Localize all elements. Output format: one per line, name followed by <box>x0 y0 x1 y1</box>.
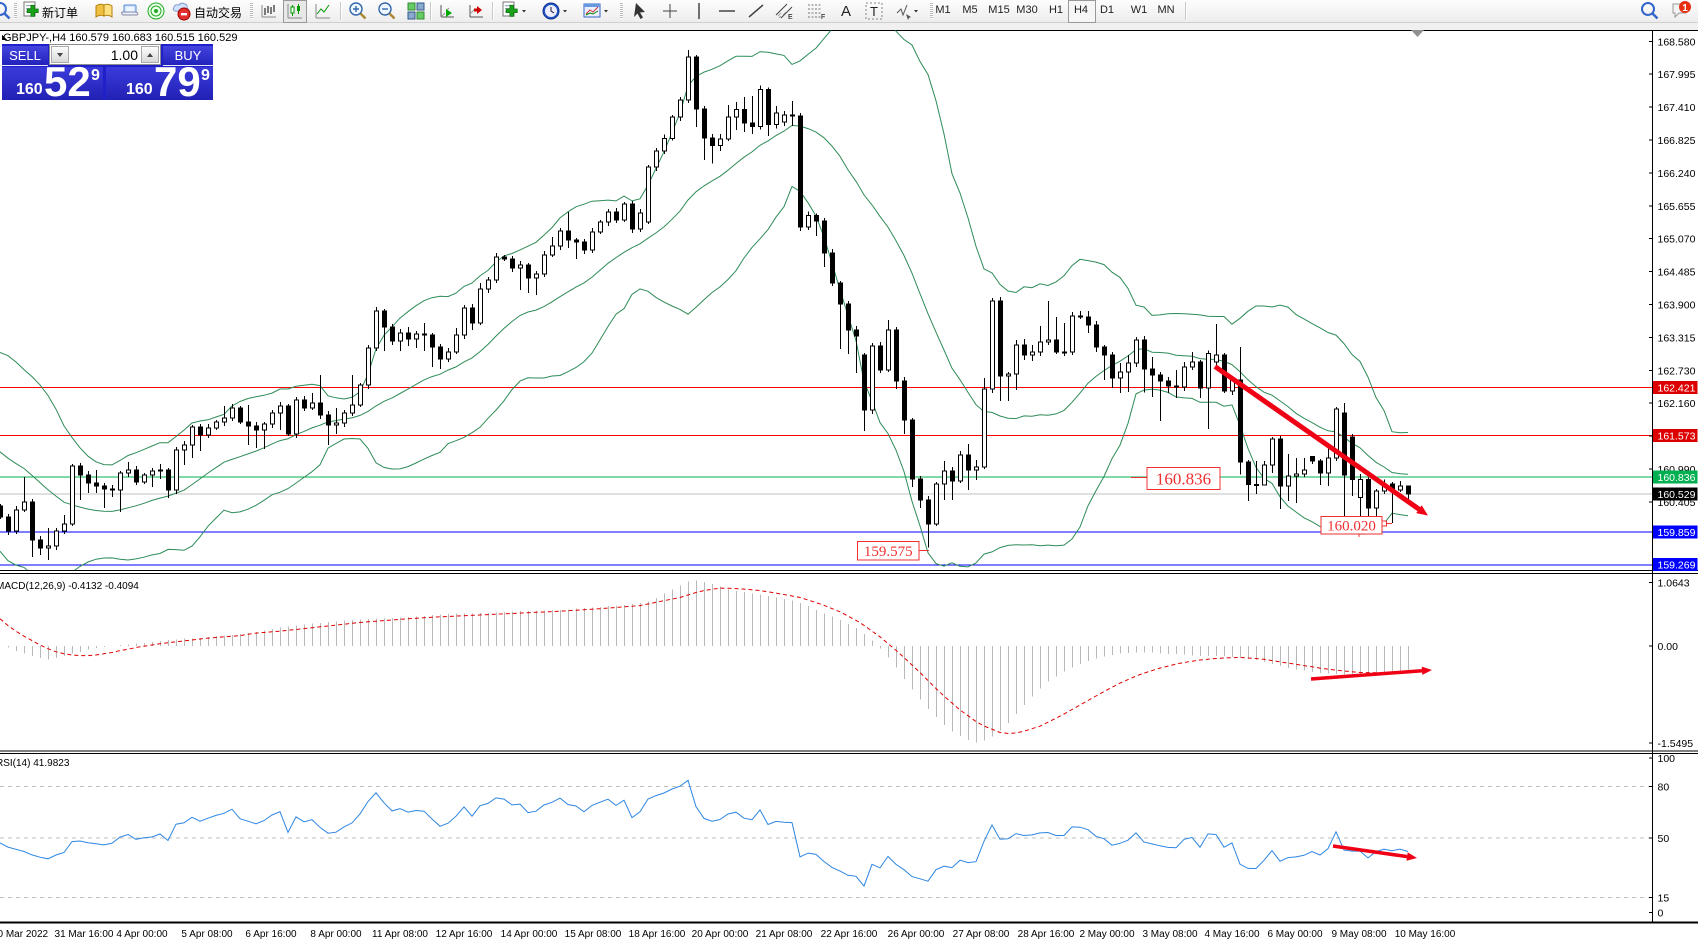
svg-text:1: 1 <box>1682 3 1688 14</box>
svg-text:162.730: 162.730 <box>1658 365 1696 377</box>
svg-text:160.836: 160.836 <box>1658 472 1696 484</box>
svg-text:5 Apr 08:00: 5 Apr 08:00 <box>181 929 233 940</box>
svg-text:6 Apr 16:00: 6 Apr 16:00 <box>245 929 297 940</box>
svg-text:21 Apr 08:00: 21 Apr 08:00 <box>756 929 813 940</box>
svg-text:11 Apr 08:00: 11 Apr 08:00 <box>372 929 428 940</box>
svg-text:163.315: 163.315 <box>1658 332 1696 344</box>
svg-text:167.410: 167.410 <box>1658 102 1696 114</box>
svg-text:100: 100 <box>1658 753 1676 765</box>
svg-text:15 Apr 08:00: 15 Apr 08:00 <box>565 929 622 940</box>
svg-text:-1.5495: -1.5495 <box>1658 738 1694 750</box>
svg-text:160.836: 160.836 <box>1156 470 1211 489</box>
svg-text:166.825: 166.825 <box>1658 135 1696 147</box>
svg-text:50: 50 <box>1658 833 1670 845</box>
svg-text:GBPJPY-,H4 160.579 160.683 16: GBPJPY-,H4 160.579 160.683 160.515 160.5… <box>3 32 237 44</box>
svg-text:MACD(12,26,9) -0.4132 -0.4094: MACD(12,26,9) -0.4132 -0.4094 <box>0 581 139 592</box>
svg-text:159.269: 159.269 <box>1658 560 1696 572</box>
svg-text:161.573: 161.573 <box>1658 430 1696 442</box>
svg-text:0.00: 0.00 <box>1658 641 1679 653</box>
svg-text:163.900: 163.900 <box>1658 300 1696 312</box>
svg-text:14 Apr 00:00: 14 Apr 00:00 <box>501 929 558 940</box>
svg-text:26 Apr 00:00: 26 Apr 00:00 <box>888 929 945 940</box>
svg-text:168.580: 168.580 <box>1658 36 1696 48</box>
svg-text:3 May 08:00: 3 May 08:00 <box>1142 929 1197 940</box>
svg-text:164.485: 164.485 <box>1658 267 1696 279</box>
svg-text:E: E <box>788 14 793 21</box>
svg-text:30 Mar 2022: 30 Mar 2022 <box>0 929 49 940</box>
svg-text:18 Apr 16:00: 18 Apr 16:00 <box>629 929 686 940</box>
svg-text:27 Apr 08:00: 27 Apr 08:00 <box>953 929 1010 940</box>
svg-text:80: 80 <box>1658 782 1670 794</box>
svg-text:165.070: 165.070 <box>1658 234 1696 246</box>
svg-text:0: 0 <box>1658 907 1664 919</box>
svg-text:15: 15 <box>1658 893 1670 905</box>
svg-text:A: A <box>841 3 851 20</box>
svg-text:4 Apr 00:00: 4 Apr 00:00 <box>116 929 168 940</box>
svg-text:160.020: 160.020 <box>1327 519 1376 535</box>
svg-text:RSI(14) 41.9823: RSI(14) 41.9823 <box>0 758 70 769</box>
svg-text:31 Mar 16:00: 31 Mar 16:00 <box>55 929 114 940</box>
svg-text:165.655: 165.655 <box>1658 201 1696 213</box>
svg-text:160.529: 160.529 <box>1658 489 1696 501</box>
svg-text:162.421: 162.421 <box>1658 383 1696 395</box>
svg-text:22 Apr 16:00: 22 Apr 16:00 <box>821 929 878 940</box>
svg-text:T: T <box>870 4 878 19</box>
svg-text:28 Apr 16:00: 28 Apr 16:00 <box>1018 929 1075 940</box>
svg-text:2 May 00:00: 2 May 00:00 <box>1079 929 1134 940</box>
svg-text:10 May 16:00: 10 May 16:00 <box>1395 929 1456 940</box>
svg-text:9 May 08:00: 9 May 08:00 <box>1331 929 1386 940</box>
svg-text:4 May 16:00: 4 May 16:00 <box>1204 929 1259 940</box>
svg-text:F: F <box>821 14 825 21</box>
svg-text:159.575: 159.575 <box>864 544 913 560</box>
svg-text:1.0643: 1.0643 <box>1658 577 1690 589</box>
svg-text:8 Apr 00:00: 8 Apr 00:00 <box>310 929 362 940</box>
svg-text:167.995: 167.995 <box>1658 69 1696 81</box>
svg-text:12 Apr 16:00: 12 Apr 16:00 <box>436 929 493 940</box>
svg-text:20 Apr 00:00: 20 Apr 00:00 <box>692 929 749 940</box>
svg-text:162.160: 162.160 <box>1658 398 1696 410</box>
svg-text:6 May 00:00: 6 May 00:00 <box>1267 929 1322 940</box>
svg-text:166.240: 166.240 <box>1658 168 1696 180</box>
svg-text:159.859: 159.859 <box>1658 527 1696 539</box>
